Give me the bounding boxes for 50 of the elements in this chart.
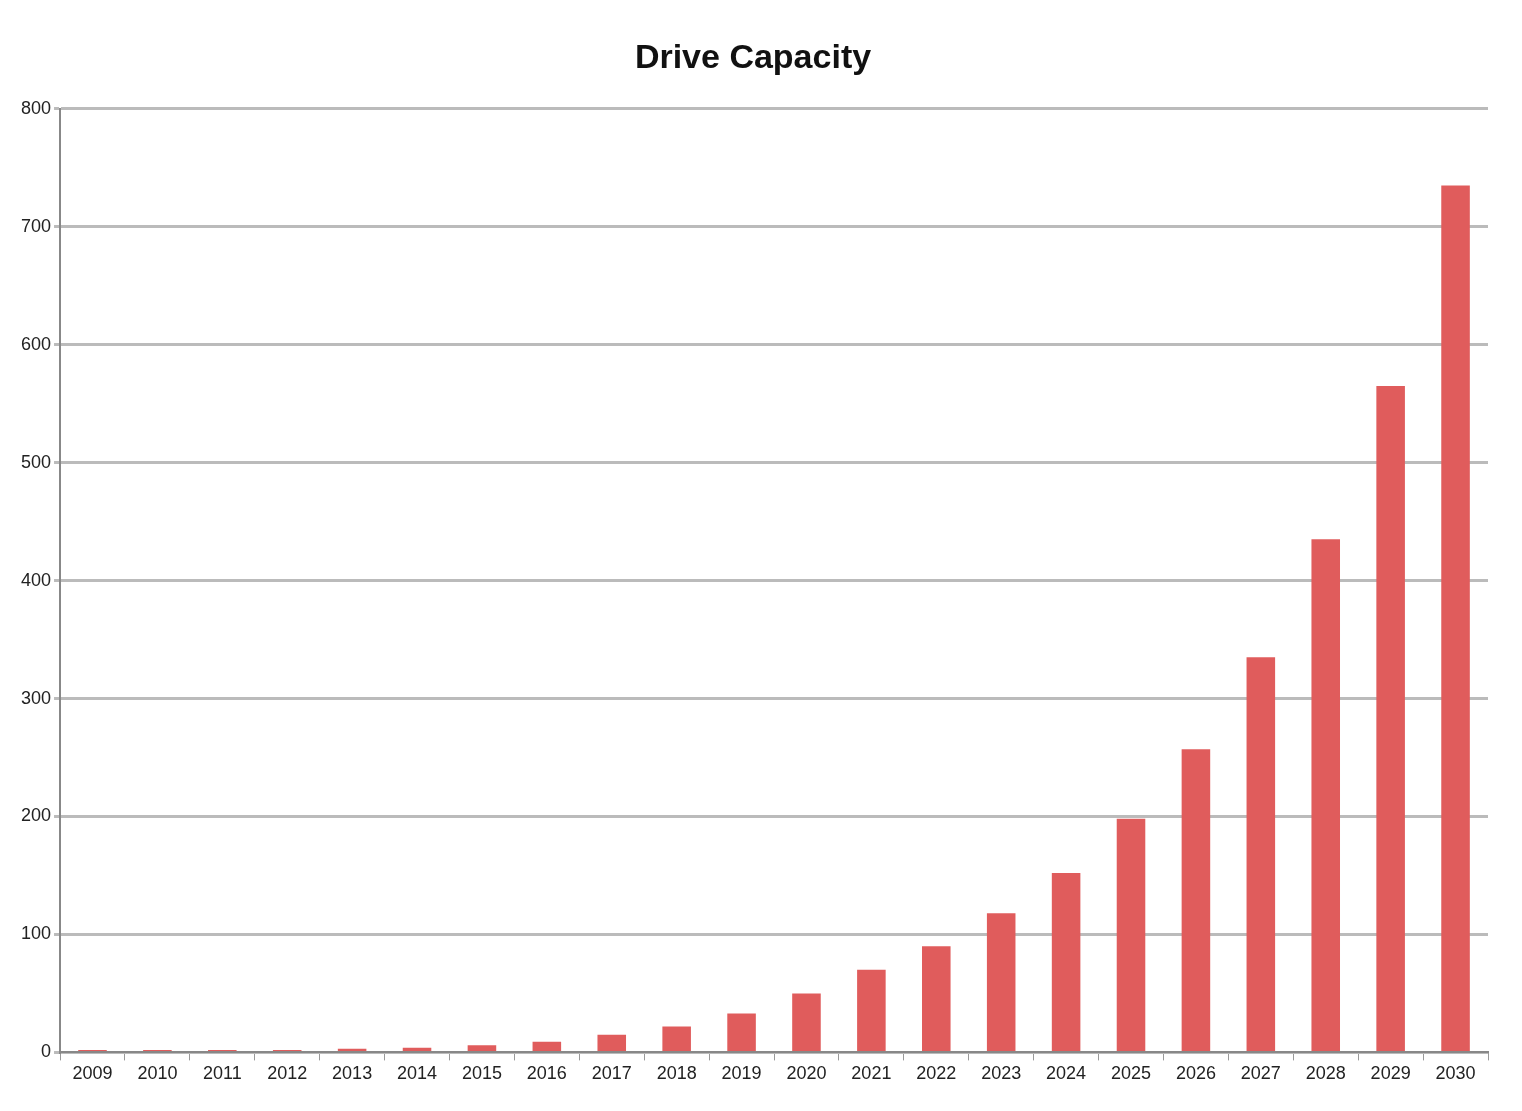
x-tick-label: 2029 bbox=[1370, 1063, 1411, 1084]
x-tick-label: 2021 bbox=[851, 1063, 892, 1084]
bar bbox=[1051, 873, 1081, 1051]
y-tick-label: 400 bbox=[20, 569, 52, 590]
y-tick-label: 0 bbox=[41, 1041, 52, 1062]
y-tick-label: 300 bbox=[20, 687, 52, 708]
x-tick-label: 2028 bbox=[1305, 1063, 1346, 1084]
x-tick-label: 2015 bbox=[461, 1063, 502, 1084]
x-tick-label: 2030 bbox=[1435, 1063, 1476, 1084]
x-tick-label: 2019 bbox=[721, 1063, 762, 1084]
bar bbox=[532, 1041, 562, 1051]
bar bbox=[597, 1034, 627, 1051]
x-tick-label: 2016 bbox=[526, 1063, 567, 1084]
x-tick-label: 2010 bbox=[137, 1063, 178, 1084]
bar bbox=[662, 1026, 691, 1051]
bar bbox=[727, 1013, 756, 1051]
bar bbox=[1116, 818, 1146, 1051]
y-tick-label: 700 bbox=[20, 215, 52, 236]
x-tick-label: 2025 bbox=[1110, 1063, 1152, 1084]
x-tick-label: 2011 bbox=[202, 1063, 242, 1084]
bar bbox=[1181, 749, 1211, 1051]
bar bbox=[857, 969, 886, 1051]
x-tick-label: 2012 bbox=[267, 1063, 308, 1084]
y-tick-label: 800 bbox=[20, 97, 52, 118]
bar bbox=[922, 946, 951, 1051]
bar bbox=[1246, 657, 1276, 1051]
x-tick-label: 2027 bbox=[1240, 1063, 1281, 1084]
bar bbox=[1311, 539, 1341, 1051]
x-tick-label: 2018 bbox=[656, 1063, 697, 1084]
x-tick-label: 2020 bbox=[786, 1063, 827, 1084]
x-tick-label: 2013 bbox=[332, 1063, 373, 1084]
bar bbox=[1441, 185, 1470, 1051]
x-tick-label: 2022 bbox=[916, 1063, 957, 1084]
y-tick-label: 200 bbox=[20, 805, 52, 826]
bar bbox=[402, 1047, 432, 1051]
y-tick-label: 500 bbox=[20, 451, 52, 472]
x-tick-label: 2026 bbox=[1175, 1063, 1216, 1084]
y-tick-label: 100 bbox=[20, 923, 52, 944]
x-tick-label: 2014 bbox=[397, 1063, 438, 1084]
bar bbox=[792, 993, 821, 1051]
bar bbox=[1376, 385, 1405, 1051]
x-tick-label: 2023 bbox=[981, 1063, 1022, 1084]
y-tick-label: 600 bbox=[20, 333, 52, 354]
bar bbox=[986, 913, 1016, 1051]
chart-title: Drive Capacity bbox=[634, 36, 872, 75]
x-tick-label: 2017 bbox=[591, 1063, 632, 1084]
x-tick-label: 2024 bbox=[1046, 1063, 1087, 1084]
bar bbox=[467, 1045, 497, 1051]
x-tick-label: 2009 bbox=[72, 1063, 113, 1084]
bar bbox=[337, 1048, 367, 1051]
